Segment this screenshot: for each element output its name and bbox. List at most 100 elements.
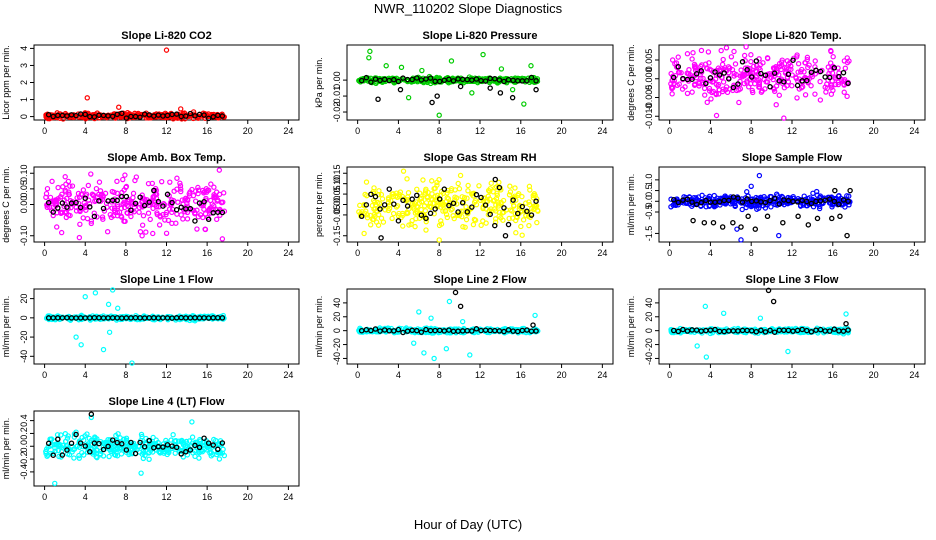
data-point [799,84,806,90]
data-point [454,201,460,207]
data-point [109,188,116,195]
x-tick-label: 4 [83,492,88,502]
data-point [92,437,99,444]
data-point [789,83,795,89]
reference-outlier-point [88,411,95,417]
reference-point [381,76,388,83]
data-point [457,172,464,179]
figure-title: NWR_110202 Slope Diagnostics [373,1,563,16]
data-point [221,452,228,459]
data-point [463,216,470,223]
reference-point [155,443,162,450]
data-point [440,208,446,214]
outlier-point [776,232,782,239]
x-tick-label: 0 [667,248,672,258]
outlier-point [73,334,79,340]
reference-point [501,78,507,85]
data-point [760,60,766,66]
x-tick-label: 24 [283,492,293,502]
reference-point [414,192,420,199]
reference-point [680,75,686,82]
data-point [706,85,713,92]
data-point [208,453,214,459]
outlier-point [498,66,505,72]
reference-point [739,59,746,65]
data-point [76,234,83,241]
data-point [394,194,401,200]
data-point [478,222,484,229]
x-tick-label: 4 [396,248,401,258]
outlier-point [366,55,372,61]
reference-point [151,187,157,194]
data-point [367,222,374,228]
reference-point [205,216,212,223]
outlier-point [446,298,453,305]
reference-point [744,196,750,202]
data-point [464,195,470,201]
reference-outlier-point [690,217,696,224]
x-tick-label: 4 [708,370,713,380]
data-point [805,64,811,71]
reference-outlier-point [832,187,838,194]
reference-outlier-point [752,226,759,232]
reference-point [514,210,521,217]
data-point [412,223,418,230]
outlier-point [116,104,122,110]
reference-point [744,67,750,73]
data-point [534,196,540,202]
reference-point [178,204,184,210]
reference-point [716,72,723,78]
data-point [761,194,767,200]
data-point [507,189,514,195]
data-point [768,204,774,210]
data-point [92,434,98,440]
data-point [73,208,80,214]
panel-title: Slope Line 2 Flow [434,274,527,286]
data-point [781,85,788,91]
panel-title: Slope Sample Flow [742,152,843,164]
data-point [121,218,127,224]
reference-point [836,201,842,208]
reference-point [469,204,475,210]
data-point [375,222,382,228]
reference-point [675,328,682,335]
data-point [458,208,464,214]
reference-point [826,328,833,334]
data-point [76,194,83,200]
x-tick-label: 8 [123,370,128,380]
reference-point [169,443,175,449]
x-tick-label: 12 [787,248,797,258]
data-point [212,195,218,201]
data-point [76,452,82,459]
data-point [380,219,387,225]
reference-point [748,74,755,80]
reference-outlier-point [837,213,843,220]
reference-point [368,79,374,85]
data-point [390,210,397,217]
y-tick-label: 0.00 [332,196,342,214]
outlier-point [216,167,223,173]
x-tick-label: 0 [355,248,360,258]
data-point [782,70,789,76]
data-point [218,199,225,205]
data-point [175,199,181,205]
outlier-point [178,106,184,112]
reference-point [73,431,79,438]
data-point [91,443,98,449]
reference-point [808,200,815,207]
outlier-point [459,318,466,325]
x-tick-label: 4 [83,370,88,380]
reference-point [73,112,79,119]
data-point [500,217,506,223]
x-tick-label: 16 [202,248,212,258]
reference-point [372,193,379,200]
y-tick-label: -0.005 [644,85,654,111]
data-point [157,213,163,219]
outlier-point [92,290,99,296]
data-point [438,221,445,227]
data-point [57,194,64,200]
reference-point [386,186,392,192]
reference-point [183,449,189,455]
data-point [813,188,820,195]
data-point [472,197,479,204]
